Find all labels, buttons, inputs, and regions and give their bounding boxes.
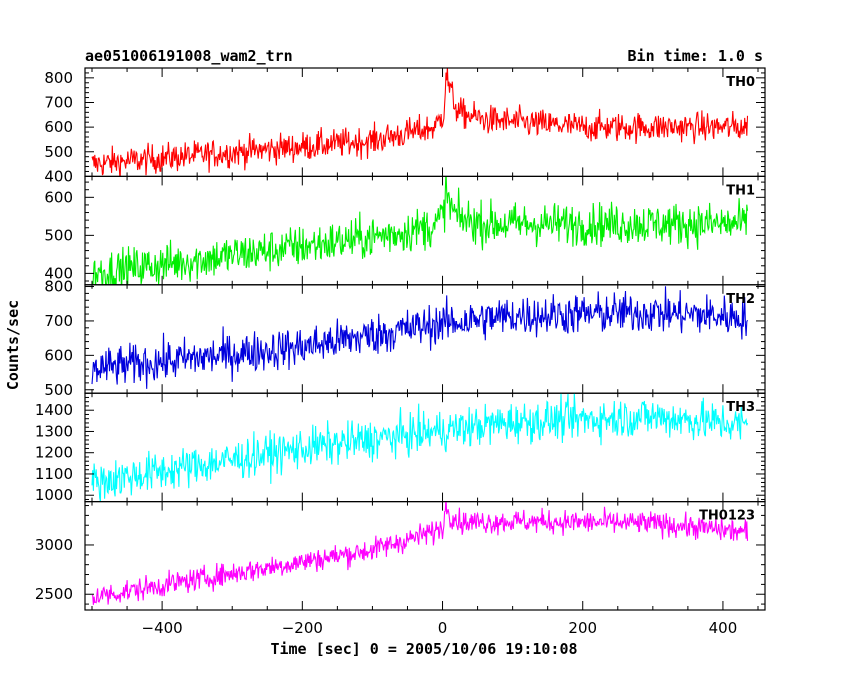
panel-frame — [84, 284, 766, 394]
bin-time-label: Bin time: 1.0 s — [628, 47, 763, 65]
x-tick-label: −400 — [142, 619, 183, 637]
panel-label-th0: TH0 — [726, 75, 755, 90]
panel-frame — [84, 501, 766, 611]
panels: 400 500 600 700 800 TH0 400 500 600 TH1 500 600 700 8… — [35, 67, 766, 611]
x-tick-label: −200 — [282, 619, 323, 637]
y-tick-label: 500 — [44, 143, 73, 161]
x-axis-label: Time [sec] 0 = 2005/10/06 19:10:08 — [270, 640, 577, 658]
y-tick-label: 700 — [44, 93, 73, 111]
x-tick-labels: −400 −200 0 200 400 — [142, 619, 738, 637]
y-tick-label: 800 — [44, 69, 73, 87]
series-line-th0123 — [91, 501, 749, 605]
y-tick-label: 2500 — [35, 585, 73, 603]
y-tick-label: 3000 — [35, 536, 73, 554]
y-tick-label: 800 — [44, 278, 73, 296]
y-tick-label: 600 — [44, 118, 73, 136]
series-line-th1 — [91, 176, 749, 285]
y-tick-label: 1300 — [35, 422, 73, 440]
y-tick-label: 1200 — [35, 444, 73, 462]
y-tick-label: 1400 — [35, 401, 73, 419]
panel-label-th1: TH1 — [726, 183, 755, 198]
panel-frame — [84, 392, 766, 503]
chart-title: ae051006191008_wam2_trn — [85, 47, 293, 65]
panel-th3: 1000 1100 1200 1300 1400 TH3 — [35, 392, 766, 504]
x-tick-label: 0 — [438, 619, 448, 637]
x-tick-label: 400 — [709, 619, 738, 637]
panel-label-th3: TH3 — [726, 400, 755, 415]
panel-th0: 400 500 600 700 800 TH0 — [44, 67, 766, 185]
y-axis-label: Counts/sec — [4, 300, 22, 390]
panel-label-th2: TH2 — [726, 292, 755, 307]
y-tick-label: 500 — [44, 381, 73, 399]
y-tick-label: 400 — [44, 264, 73, 282]
y-tick-label: 700 — [44, 312, 73, 330]
panel-th2: 500 600 700 800 TH2 — [44, 278, 766, 399]
y-tick-label: 400 — [44, 167, 73, 185]
series-line-th2 — [91, 286, 748, 389]
y-tick-label: 1000 — [35, 486, 73, 504]
y-tick-label: 600 — [44, 346, 73, 364]
series-line-th0 — [91, 68, 749, 177]
panel-label-th0123: TH0123 — [699, 509, 755, 524]
y-tick-label: 500 — [44, 226, 73, 244]
series-line-th3 — [91, 393, 749, 502]
panel-th1: 400 500 600 TH1 — [44, 175, 766, 286]
y-tick-label: 600 — [44, 188, 73, 206]
y-tick-label: 1100 — [35, 465, 73, 483]
panel-th0123: 2500 3000 TH0123 — [35, 501, 766, 611]
x-tick-label: 200 — [568, 619, 597, 637]
